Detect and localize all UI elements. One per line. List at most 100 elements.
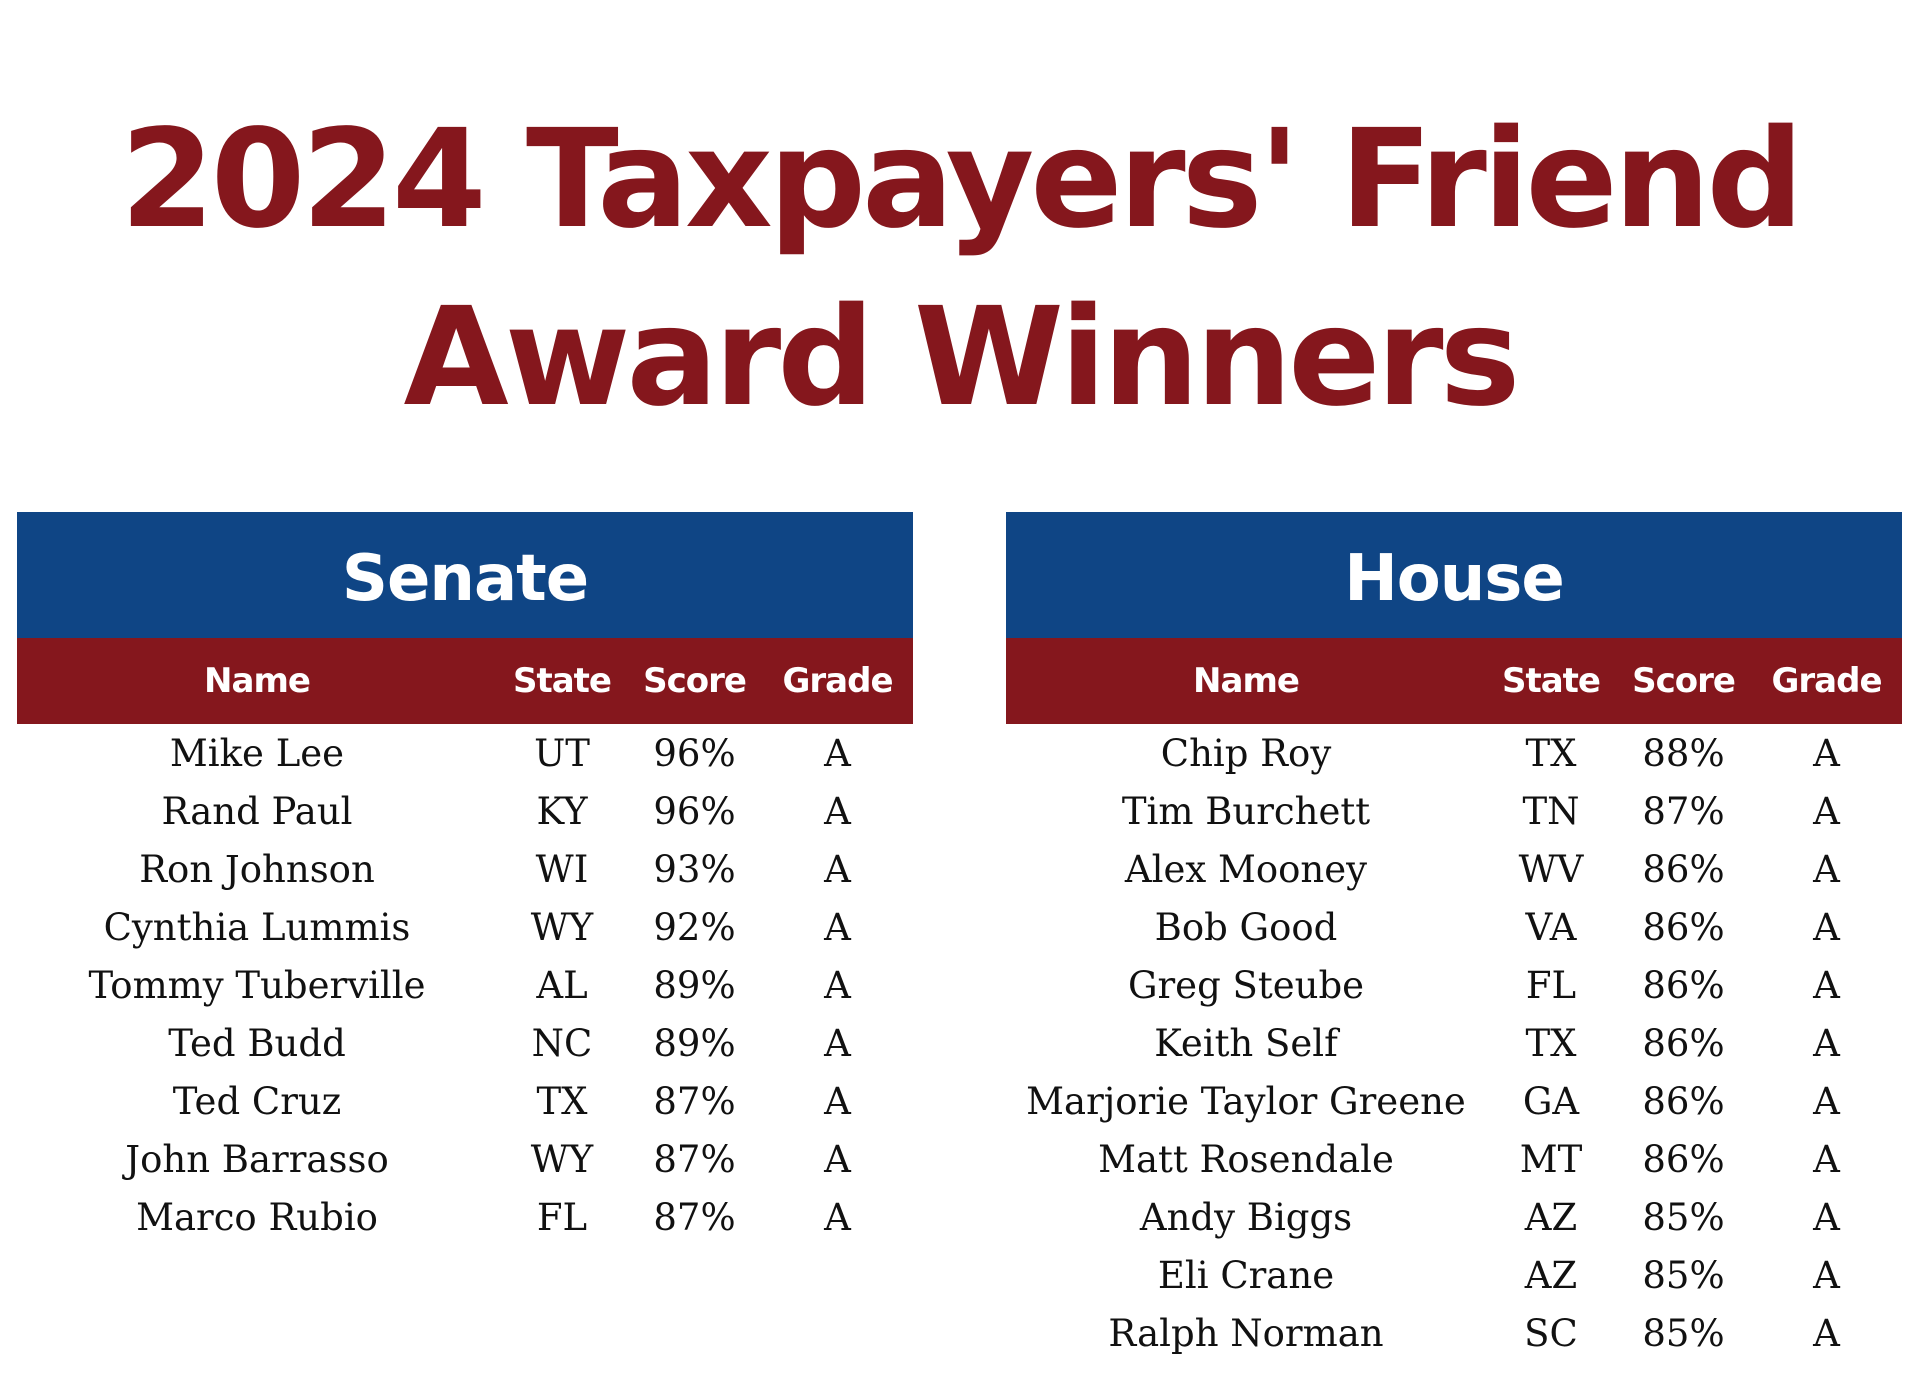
senate-rows: Mike Lee UT 96% A Rand Paul KY 96% A Ron Johnson… xyxy=(17,724,913,1246)
cell-name: John Barrasso xyxy=(125,1137,389,1181)
cell-score: 87% xyxy=(653,1079,736,1123)
cell-score: 87% xyxy=(653,1195,736,1239)
cell-score: 96% xyxy=(653,731,736,775)
house-column-headers: Name State Score Grade xyxy=(1006,638,1902,724)
cell-state: SC xyxy=(1524,1311,1578,1355)
cell-grade: A xyxy=(824,1079,851,1123)
cell-grade: A xyxy=(1813,1311,1840,1355)
cell-grade: A xyxy=(1813,847,1840,891)
cell-state: FL xyxy=(1525,963,1577,1007)
cell-score: 89% xyxy=(653,963,736,1007)
senate-column-headers: Name State Score Grade xyxy=(17,638,913,724)
table-row: Tim Burchett TN 87% A xyxy=(1006,782,1902,840)
column-header-score: Score xyxy=(643,661,747,701)
cell-score: 86% xyxy=(1642,1021,1725,1065)
cell-state: WI xyxy=(535,847,589,891)
table-row: John Barrasso WY 87% A xyxy=(17,1130,913,1188)
table-row: Alex Mooney WV 86% A xyxy=(1006,840,1902,898)
cell-name: Mike Lee xyxy=(169,731,345,775)
cell-score: 88% xyxy=(1642,731,1725,775)
table-row: Mike Lee UT 96% A xyxy=(17,724,913,782)
cell-state: AL xyxy=(536,963,588,1007)
cell-state: FL xyxy=(536,1195,588,1239)
cell-score: 86% xyxy=(1642,1137,1725,1181)
cell-name: Rand Paul xyxy=(161,789,353,833)
cell-name: Chip Roy xyxy=(1160,731,1332,775)
house-rows: Chip Roy TX 88% A Tim Burchett TN 87% A Alex Moo… xyxy=(1006,724,1902,1362)
table-row: Greg Steube FL 86% A xyxy=(1006,956,1902,1014)
cell-name: Andy Biggs xyxy=(1139,1195,1353,1239)
cell-grade: A xyxy=(1813,1195,1840,1239)
cell-score: 85% xyxy=(1642,1311,1725,1355)
table-row: Matt Rosendale MT 86% A xyxy=(1006,1130,1902,1188)
cell-score: 89% xyxy=(653,1021,736,1065)
cell-name: Greg Steube xyxy=(1127,963,1365,1007)
cell-score: 87% xyxy=(1642,789,1725,833)
cell-grade: A xyxy=(824,789,851,833)
table-row: Andy Biggs AZ 85% A xyxy=(1006,1188,1902,1246)
cell-grade: A xyxy=(824,731,851,775)
table-row: Cynthia Lummis WY 92% A xyxy=(17,898,913,956)
cell-name: Tim Burchett xyxy=(1121,789,1371,833)
table-row: Keith Self TX 86% A xyxy=(1006,1014,1902,1072)
column-header-score: Score xyxy=(1632,661,1736,701)
cell-score: 87% xyxy=(653,1137,736,1181)
cell-state: TX xyxy=(1525,731,1577,775)
cell-state: WY xyxy=(530,905,594,949)
house-heading: House xyxy=(1006,512,1902,638)
cell-grade: A xyxy=(824,1195,851,1239)
table-row: Tommy Tuberville AL 89% A xyxy=(17,956,913,1014)
cell-grade: A xyxy=(1813,1137,1840,1181)
senate-heading: Senate xyxy=(17,512,913,638)
table-row: Marco Rubio FL 87% A xyxy=(17,1188,913,1246)
cell-grade: A xyxy=(824,905,851,949)
column-header-name: Name xyxy=(204,661,311,701)
cell-state: GA xyxy=(1522,1079,1580,1123)
cell-score: 86% xyxy=(1642,963,1725,1007)
cell-grade: A xyxy=(824,1137,851,1181)
cell-grade: A xyxy=(1813,1253,1840,1297)
cell-name: Ralph Norman xyxy=(1108,1311,1384,1355)
cell-state: MT xyxy=(1519,1137,1583,1181)
cell-name: Cynthia Lummis xyxy=(103,905,411,949)
cell-state: WV xyxy=(1518,847,1584,891)
cell-score: 86% xyxy=(1642,847,1725,891)
table-row: Chip Roy TX 88% A xyxy=(1006,724,1902,782)
table-row: Ralph Norman SC 85% A xyxy=(1006,1304,1902,1362)
cell-name: Tommy Tuberville xyxy=(88,963,426,1007)
cell-grade: A xyxy=(824,1021,851,1065)
table-row: Rand Paul KY 96% A xyxy=(17,782,913,840)
cell-name: Ted Budd xyxy=(168,1021,346,1065)
table-row: Ted Budd NC 89% A xyxy=(17,1014,913,1072)
column-header-name: Name xyxy=(1193,661,1300,701)
cell-state: AZ xyxy=(1524,1195,1578,1239)
cell-score: 85% xyxy=(1642,1195,1725,1239)
cell-state: WY xyxy=(530,1137,594,1181)
column-header-grade: Grade xyxy=(782,661,893,701)
cell-score: 92% xyxy=(653,905,736,949)
cell-score: 86% xyxy=(1642,1079,1725,1123)
cell-grade: A xyxy=(1813,1079,1840,1123)
cell-grade: A xyxy=(824,847,851,891)
cell-grade: A xyxy=(1813,789,1840,833)
cell-grade: A xyxy=(1813,1021,1840,1065)
cell-grade: A xyxy=(824,963,851,1007)
page-title-line2: Award Winners xyxy=(403,279,1521,437)
column-header-state: State xyxy=(1502,661,1601,701)
cell-score: 85% xyxy=(1642,1253,1725,1297)
cell-name: Marjorie Taylor Greene xyxy=(1026,1079,1466,1123)
table-row: Marjorie Taylor Greene GA 86% A xyxy=(1006,1072,1902,1130)
cell-name: Alex Mooney xyxy=(1124,847,1368,891)
cell-state: NC xyxy=(531,1021,593,1065)
house-table: House Name State Score Grade Chip Roy TX 8… xyxy=(1006,512,1902,1362)
cell-name: Bob Good xyxy=(1154,905,1338,949)
cell-grade: A xyxy=(1813,905,1840,949)
cell-state: AZ xyxy=(1524,1253,1578,1297)
cell-name: Marco Rubio xyxy=(136,1195,378,1239)
table-row: Ron Johnson WI 93% A xyxy=(17,840,913,898)
cell-name: Matt Rosendale xyxy=(1098,1137,1394,1181)
cell-score: 96% xyxy=(653,789,736,833)
cell-state: KY xyxy=(536,789,588,833)
cell-state: TN xyxy=(1522,789,1580,833)
cell-score: 86% xyxy=(1642,905,1725,949)
